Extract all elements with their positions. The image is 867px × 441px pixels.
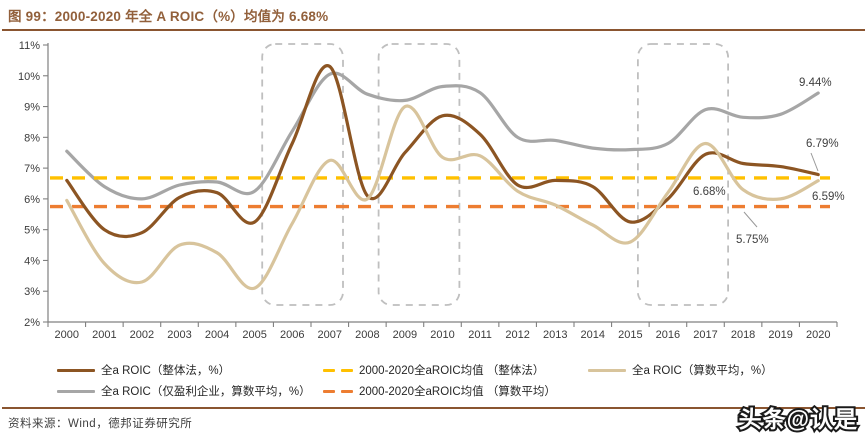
y-tick-label: 7% — [24, 163, 40, 175]
x-tick-label: 2002 — [130, 329, 154, 341]
x-tick-label: 2019 — [768, 329, 792, 341]
source-note: 资料来源：Wind，德邦证券研究所 — [8, 418, 193, 430]
legend-item-3: 2000-2020全aROIC均值 （整体法） — [323, 363, 588, 377]
y-tick-label: 5% — [24, 225, 40, 237]
annotation-leader — [743, 211, 758, 228]
series-profit-only-line — [65, 71, 820, 201]
legend-label: 全a ROIC（仅盈利企业，算数平均，%） — [101, 386, 311, 398]
y-tick-label: 11% — [19, 40, 40, 52]
x-tick-label: 2020 — [806, 329, 830, 341]
y-tick-label: 4% — [24, 255, 40, 267]
chart-annotation-mean-overall: 6.68% — [693, 186, 726, 198]
chart-annotation-mean-arith: 5.75% — [736, 234, 769, 246]
legend-swatch-line — [57, 389, 95, 393]
x-tick-label: 2000 — [55, 329, 79, 341]
y-tick-label: 6% — [24, 194, 40, 206]
legend-item-2: 全a ROIC（算数平均，%） — [588, 363, 861, 377]
chart-legend: 全a ROIC（整体法，%） 2000-2020全aROIC均值 （整体法） 全a … — [57, 363, 861, 398]
highlight-box-3 — [637, 43, 730, 306]
x-tick-label: 2009 — [393, 329, 417, 341]
x-tick-label: 2004 — [205, 329, 229, 341]
x-tick-label: 2016 — [656, 329, 680, 341]
x-tick-label: 2008 — [355, 329, 379, 341]
legend-item-0: 全a ROIC（整体法，%） — [57, 363, 323, 377]
legend-item-4: 2000-2020全aROIC均值 （算数平均） — [323, 384, 588, 398]
chart-annotation-profit-only-end: 9.44% — [799, 77, 832, 89]
legend-item-1: 全a ROIC（仅盈利企业，算数平均，%） — [57, 384, 323, 398]
x-tick-label: 2001 — [92, 329, 116, 341]
x-tick-label: 2006 — [280, 329, 304, 341]
legend-label: 全a ROIC（算数平均，%） — [632, 365, 773, 377]
legend-swatch-dash — [323, 389, 353, 393]
x-tick-label: 2017 — [693, 329, 717, 341]
x-tick-label: 2013 — [543, 329, 567, 341]
x-tick-label: 2018 — [731, 329, 755, 341]
annotation-leader — [810, 152, 819, 172]
y-tick-label: 10% — [18, 71, 40, 83]
title-divider — [2, 29, 865, 31]
x-tick-label: 2007 — [318, 329, 342, 341]
legend-label: 2000-2020全aROIC均值 （算数平均） — [359, 386, 556, 398]
x-tick-label: 2011 — [468, 329, 492, 341]
legend-swatch-line — [57, 368, 95, 372]
figure-title: 图 99：2000-2020 年全 A ROIC（%）均值为 6.68% — [8, 9, 329, 24]
y-tick-label: 8% — [24, 132, 40, 144]
axis-lines — [47, 43, 837, 323]
footer-divider — [2, 407, 865, 409]
y-tick-label: 2% — [24, 317, 40, 329]
legend-swatch-line — [588, 368, 626, 372]
series-overall-line — [65, 64, 820, 239]
x-tick-label: 2015 — [618, 329, 642, 341]
y-tick-label: 3% — [24, 286, 40, 298]
x-tick-label: 2010 — [430, 329, 454, 341]
x-tick-label: 2014 — [581, 329, 605, 341]
series-arith-line — [65, 104, 820, 290]
highlight-box-1 — [261, 43, 344, 306]
y-tick-label: 9% — [24, 102, 40, 114]
axis-ticks — [43, 44, 838, 327]
x-tick-label: 2012 — [505, 329, 529, 341]
legend-label: 2000-2020全aROIC均值 （整体法） — [359, 365, 545, 377]
chart-annotation-arith-end: 6.59% — [812, 191, 845, 203]
x-tick-label: 2003 — [167, 329, 191, 341]
chart-annotation-overall-end: 6.79% — [806, 138, 839, 150]
legend-swatch-dash — [323, 368, 353, 372]
legend-label: 全a ROIC（整体法，%） — [101, 365, 231, 377]
x-tick-label: 2005 — [242, 329, 266, 341]
